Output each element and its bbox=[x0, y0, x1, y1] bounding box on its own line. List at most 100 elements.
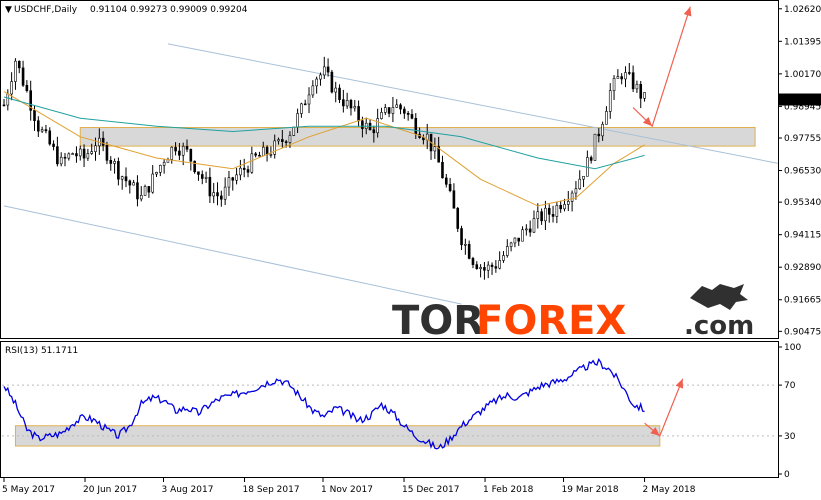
candle-body bbox=[292, 126, 296, 136]
candle-body bbox=[117, 161, 120, 180]
logo-com: .com bbox=[684, 311, 754, 341]
candle-body bbox=[338, 87, 341, 100]
candle-body bbox=[185, 145, 189, 150]
candle-body bbox=[513, 237, 517, 244]
candle-body bbox=[322, 66, 326, 76]
time-axis-label: 1 Feb 2018 bbox=[483, 485, 534, 495]
forecast-arrowhead bbox=[642, 117, 653, 127]
candle-body bbox=[475, 264, 479, 269]
candle-body bbox=[220, 195, 223, 200]
candle-body bbox=[486, 264, 490, 271]
candle-body bbox=[151, 173, 154, 193]
candle-body bbox=[216, 192, 219, 197]
candle-body bbox=[128, 180, 132, 186]
candle-body bbox=[570, 192, 574, 202]
time-axis-label: 3 Aug 2017 bbox=[162, 485, 214, 495]
candle-body bbox=[540, 211, 543, 222]
candle-body bbox=[521, 229, 524, 242]
price-plot bbox=[2, 6, 779, 305]
candle-body bbox=[281, 139, 284, 142]
forecast-arrowhead bbox=[683, 6, 692, 17]
torforex-logo: TOR FOREX .com bbox=[392, 284, 754, 344]
candle-body bbox=[414, 117, 418, 135]
candle-body bbox=[639, 83, 643, 99]
rsi-axis-label: 30 bbox=[784, 432, 796, 442]
price-axis-label: 0.95340 bbox=[784, 198, 821, 208]
candle-body bbox=[387, 107, 391, 114]
current-price-label: 0.99204 bbox=[782, 96, 819, 106]
candle-body bbox=[315, 78, 318, 87]
candle-body bbox=[509, 242, 513, 247]
candle-body bbox=[471, 258, 475, 265]
logo-forex: FOREX bbox=[476, 298, 626, 344]
candle-body bbox=[78, 148, 82, 157]
candle-body bbox=[269, 154, 273, 156]
price-axis-label: 0.97755 bbox=[784, 134, 821, 144]
candle-body bbox=[311, 85, 315, 96]
candle-body bbox=[200, 174, 204, 179]
candle-body bbox=[422, 137, 425, 141]
candle-body bbox=[204, 176, 208, 179]
candle-body bbox=[620, 76, 623, 80]
candle-body bbox=[40, 129, 44, 132]
candle-body bbox=[448, 183, 452, 192]
candle-body bbox=[383, 107, 387, 113]
price-axis-label: 1.00170 bbox=[784, 70, 821, 80]
candle-body bbox=[380, 112, 383, 119]
candle-body bbox=[597, 133, 601, 137]
candle-body bbox=[14, 60, 17, 82]
candle-body bbox=[52, 143, 55, 147]
candle-body bbox=[147, 186, 151, 193]
candle-body bbox=[284, 141, 288, 143]
candle-body bbox=[162, 162, 166, 166]
candle-body bbox=[273, 140, 277, 155]
candle-body bbox=[265, 146, 269, 155]
candle-body bbox=[399, 104, 402, 110]
candle-body bbox=[452, 190, 456, 209]
candle-body bbox=[551, 214, 555, 217]
candle-body bbox=[197, 171, 200, 175]
candle-body bbox=[109, 160, 113, 164]
candle-body bbox=[246, 169, 250, 173]
candle-body bbox=[479, 267, 482, 269]
candle-body bbox=[403, 108, 406, 114]
rsi-label: RSI(13) 51.1711 bbox=[5, 346, 78, 356]
time-axis-label: 15 Dec 2017 bbox=[402, 485, 460, 495]
candle-body bbox=[578, 178, 582, 190]
candle-body bbox=[559, 205, 562, 210]
candle-body bbox=[250, 153, 254, 173]
candle-body bbox=[532, 218, 536, 233]
candle-body bbox=[391, 107, 395, 114]
candle-body bbox=[444, 177, 448, 185]
price-axis-label: 1.02620 bbox=[784, 5, 821, 15]
candle-body bbox=[6, 93, 10, 106]
candle-body bbox=[307, 94, 311, 105]
channel-line bbox=[3, 205, 462, 305]
candle-body bbox=[608, 90, 612, 112]
symbol-triangle-icon: ▼ bbox=[5, 5, 12, 15]
time-axis-label: 20 Jun 2017 bbox=[83, 485, 137, 495]
candle-body bbox=[547, 207, 551, 215]
candle-body bbox=[345, 100, 349, 107]
candle-body bbox=[525, 228, 528, 231]
candle-body bbox=[94, 145, 97, 152]
candle-body bbox=[505, 246, 509, 256]
candle-body bbox=[227, 177, 231, 188]
bull-icon bbox=[690, 284, 748, 310]
candle-body bbox=[635, 83, 639, 90]
forecast-arrowhead bbox=[675, 378, 684, 389]
candle-body bbox=[361, 120, 364, 129]
candle-body bbox=[528, 228, 532, 233]
candle-body bbox=[181, 145, 185, 156]
candle-body bbox=[235, 174, 238, 181]
candle-body bbox=[261, 146, 265, 157]
candle-body bbox=[349, 100, 353, 109]
candle-body bbox=[494, 266, 498, 269]
candle-body bbox=[483, 267, 486, 271]
rsi-axis-label: 100 bbox=[784, 343, 801, 353]
rsi-pane-frame bbox=[0, 341, 779, 478]
candle-body bbox=[330, 71, 334, 93]
candle-body bbox=[601, 123, 604, 137]
candle-body bbox=[643, 92, 646, 99]
candle-body bbox=[605, 111, 608, 125]
